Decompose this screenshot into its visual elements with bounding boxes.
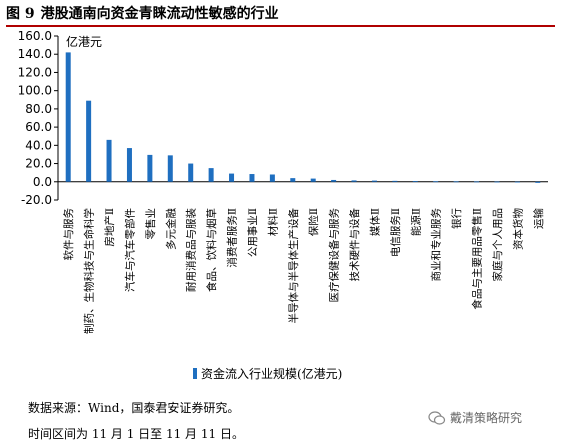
x-category-label: 技术硬件与设备 xyxy=(348,208,361,282)
source-note: 数据来源：Wind，国泰君安证券研究。 xyxy=(28,401,240,415)
bar xyxy=(535,181,541,183)
figure-number: 图 9 xyxy=(6,6,35,22)
bar xyxy=(310,178,316,182)
bar xyxy=(167,155,173,182)
y-tick-label: 20.0 xyxy=(25,157,52,171)
x-category-label: 保险Ⅱ xyxy=(307,208,320,236)
bar xyxy=(106,139,112,182)
bar xyxy=(433,181,439,183)
bar xyxy=(412,181,418,182)
x-axis-labels: 软件与服务 制药、生物科技与生命科学 房地产Ⅱ 汽车与汽车零部件 零售业 多元金融 耐用消费… xyxy=(62,208,545,334)
x-category-label: 电信服务Ⅱ xyxy=(389,208,402,257)
y-tick-label: 120.0 xyxy=(18,65,52,79)
bar xyxy=(351,180,357,182)
bar xyxy=(86,100,92,182)
x-category-label: 耐用消费品与服装 xyxy=(185,208,198,292)
x-category-label: 食品、饮料与烟草 xyxy=(205,208,218,292)
y-tick-label: 100.0 xyxy=(18,84,52,98)
x-category-label: 公用事业Ⅱ xyxy=(246,208,259,257)
x-category-label: 消费者服务Ⅱ xyxy=(226,208,239,268)
bar xyxy=(249,174,255,182)
x-category-label: 房地产Ⅱ xyxy=(103,208,116,247)
bar xyxy=(514,181,520,183)
y-tick-label: -20.0 xyxy=(21,193,52,207)
bars xyxy=(58,52,548,183)
bar xyxy=(290,178,296,182)
legend-label: 资金流入行业规模(亿港元) xyxy=(201,367,343,381)
watermark-text: 戴清策略研究 xyxy=(450,411,523,425)
bar xyxy=(208,168,214,182)
bar xyxy=(371,180,377,182)
figure-title: 图 9 港股通南向资金青睐流动性敏感的行业 xyxy=(6,3,555,27)
bar xyxy=(392,180,398,182)
y-tick-label: 80.0 xyxy=(25,102,52,116)
y-tick-label: 0.0 xyxy=(33,175,52,189)
bar xyxy=(229,173,235,182)
x-category-label: 多元金融 xyxy=(164,208,177,250)
bar xyxy=(331,179,337,182)
x-category-label: 商业和专业服务 xyxy=(430,208,443,282)
x-category-label: 材料Ⅱ xyxy=(266,208,279,236)
period-note: 时间区间为 11 月 1 日至 11 月 11 日。 xyxy=(28,427,244,441)
bar xyxy=(147,154,153,182)
x-category-label: 半导体与半导体生产设备 xyxy=(287,208,300,324)
y-axis: 160.0 140.0 120.0 100.0 80.0 60.0 40.0 20.0 0.0 -… xyxy=(18,29,59,207)
x-category-label: 汽车与汽车零部件 xyxy=(123,208,136,292)
y-tick-label: 60.0 xyxy=(25,120,52,134)
x-category-label: 运输 xyxy=(532,208,545,229)
x-category-label: 医疗保健设备与服务 xyxy=(328,208,341,303)
wechat-icon xyxy=(428,411,446,425)
x-category-label: 零售业 xyxy=(144,208,157,240)
bar xyxy=(126,148,132,182)
bar-chart: 亿港元 160.0 140.0 120.0 100.0 80.0 60.0 40.0 20.0… xyxy=(18,29,548,334)
x-category-label: 制药、生物科技与生命科学 xyxy=(83,208,96,334)
bar xyxy=(474,181,480,183)
figure-title-text: 港股通南向资金青睐流动性敏感的行业 xyxy=(40,6,279,22)
y-tick-label: 40.0 xyxy=(25,138,52,152)
x-category-label: 媒体Ⅱ xyxy=(368,208,381,236)
x-category-label: 能源Ⅱ xyxy=(409,208,422,236)
bar xyxy=(453,181,459,183)
bar xyxy=(188,163,194,182)
x-category-label: 资本货物 xyxy=(511,208,524,250)
bar xyxy=(494,181,500,183)
unit-label: 亿港元 xyxy=(66,34,102,49)
y-tick-label: 160.0 xyxy=(18,29,52,43)
legend: 资金流入行业规模(亿港元) xyxy=(193,367,342,381)
bar xyxy=(269,174,275,182)
x-category-label: 银行 xyxy=(450,208,463,229)
bar xyxy=(65,52,71,182)
x-category-label: 家庭与个人用品 xyxy=(491,208,504,282)
watermark: 戴清策略研究 xyxy=(428,409,522,427)
y-tick-label: 140.0 xyxy=(18,47,52,61)
x-category-label: 食品与主要用品零售Ⅱ xyxy=(471,208,484,310)
x-category-label: 软件与服务 xyxy=(62,208,75,261)
legend-swatch xyxy=(193,368,197,379)
